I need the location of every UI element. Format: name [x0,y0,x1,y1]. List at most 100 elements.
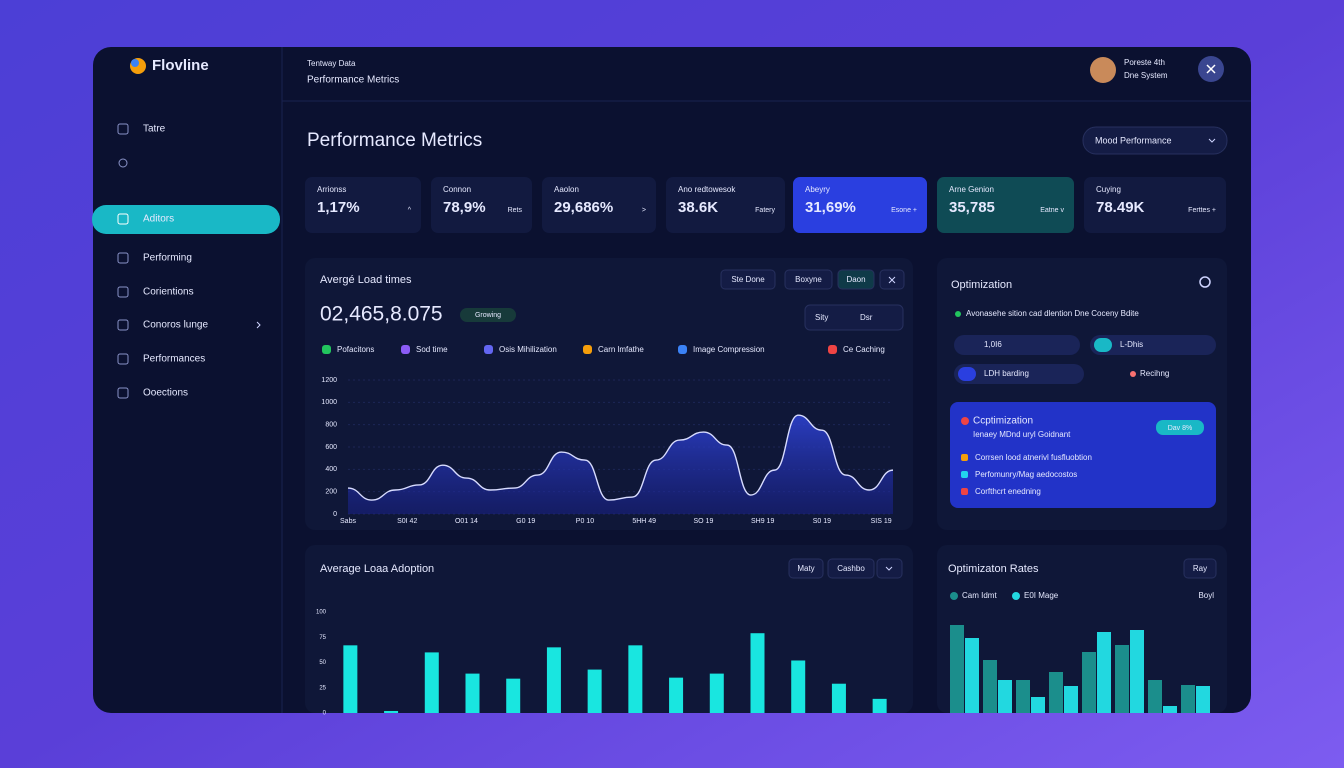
page-title: Performance Metrics [307,130,482,151]
nav-item: Ooections [143,388,188,399]
legend-swatch [401,345,410,354]
x-tick-label: S0I 42 [397,518,417,525]
kpi-value: 29,686% [554,199,613,216]
button[interactable] [784,269,833,290]
y-tick-label: 100 [316,610,327,616]
bar [465,673,480,713]
kpi-label: Cuying [1096,185,1121,194]
bar [1064,686,1078,713]
pill-label: LDH barding [984,369,1029,378]
kpi-card[interactable] [431,177,532,233]
legend-swatch [322,345,331,354]
legend-label: Osis Mihilization [499,345,557,354]
kpi-note: Fatery [755,207,775,214]
card-item: Corfthcrt enedning [975,487,1041,496]
bar [384,710,399,713]
legend-label: Sod time [416,345,448,354]
kpi-card[interactable] [542,177,656,233]
range-dropdown[interactable] [804,304,904,331]
kpi-value: 78.49K [1096,199,1145,216]
nav-item: Tatre [143,124,166,135]
avatar[interactable] [1090,57,1116,83]
nav-icon[interactable] [117,252,129,264]
card-subtitle: Ienaey MDnd uryl Goidnant [973,430,1071,439]
range-label: Dsr [860,313,873,322]
kpi-card[interactable] [1084,177,1226,233]
button[interactable] [720,269,776,290]
nav-item: Corientions [143,287,194,298]
card-item: Corrsen lood atnerivl fusfluobtion [975,453,1092,462]
kpi-label: Aaolon [554,185,579,194]
panel [305,258,913,530]
kpi-note: Ferttes + [1188,207,1216,214]
button[interactable] [788,558,824,579]
button-label: Boxyne [795,275,822,284]
nav-icon[interactable] [117,387,129,399]
kpi-note: ^ [408,207,412,214]
pill[interactable] [1090,335,1216,355]
nav-icon[interactable] [117,213,129,225]
kpi-card[interactable] [666,177,785,233]
kpi-label: Arrionss [317,185,346,194]
legend-swatch [828,345,837,354]
kpi-label: Ano redtowesok [678,185,736,194]
button-label: Daon [846,275,865,284]
bar [750,633,765,713]
chevron [885,566,893,571]
nav-icon[interactable] [118,158,128,168]
bar [1163,706,1177,713]
pill-icon [1094,338,1112,352]
panel-title: Average Loaa Adoption [320,563,434,575]
kpi-note: > [642,207,646,214]
bar [587,669,602,713]
chevron [256,321,261,329]
bar [831,683,846,713]
button[interactable] [1183,558,1217,579]
bar [1016,680,1030,713]
app-name: Flovline [152,57,209,74]
y-tick-label: 1200 [321,377,337,384]
kpi-card[interactable] [793,177,927,233]
nav-icon[interactable] [117,123,129,135]
nav-icon[interactable] [117,353,129,365]
search-icon[interactable] [1199,276,1211,288]
bar [1031,697,1045,713]
button[interactable] [837,269,875,290]
bar [1181,685,1195,713]
legend-swatch [583,345,592,354]
item-icon [961,471,968,478]
bar [709,673,724,713]
kpi-card[interactable] [937,177,1074,233]
filter-dropdown[interactable] [1082,126,1228,155]
legend-extra: Boyl [1198,591,1214,600]
kpi-label: Connon [443,185,471,194]
nav-icon[interactable] [117,319,129,331]
item-icon [961,488,968,495]
kpi-card[interactable] [305,177,421,233]
optimization-card [950,402,1216,508]
bar [983,660,997,713]
range-label: Sity [815,313,828,322]
y-tick-label: 800 [325,422,337,429]
toggle[interactable] [1156,420,1204,435]
bar [669,677,684,713]
x-tick-label: 5HH 49 [632,518,656,525]
nav-active [92,205,280,234]
nav-icon[interactable] [117,286,129,298]
panel [937,545,1227,713]
chevron [1208,138,1216,143]
button[interactable] [876,558,903,579]
bar [1148,680,1162,713]
badge-label: Growing [475,312,501,319]
badge [460,308,516,322]
button[interactable] [827,558,875,579]
kpi-label: Arne Genion [949,185,994,194]
nav-item: Performing [143,253,192,264]
bar [628,645,643,713]
bar [950,625,964,713]
toggle-label: Dav 8% [1168,425,1193,432]
bar [965,638,979,713]
pill[interactable] [954,364,1084,384]
pill[interactable] [954,335,1080,355]
